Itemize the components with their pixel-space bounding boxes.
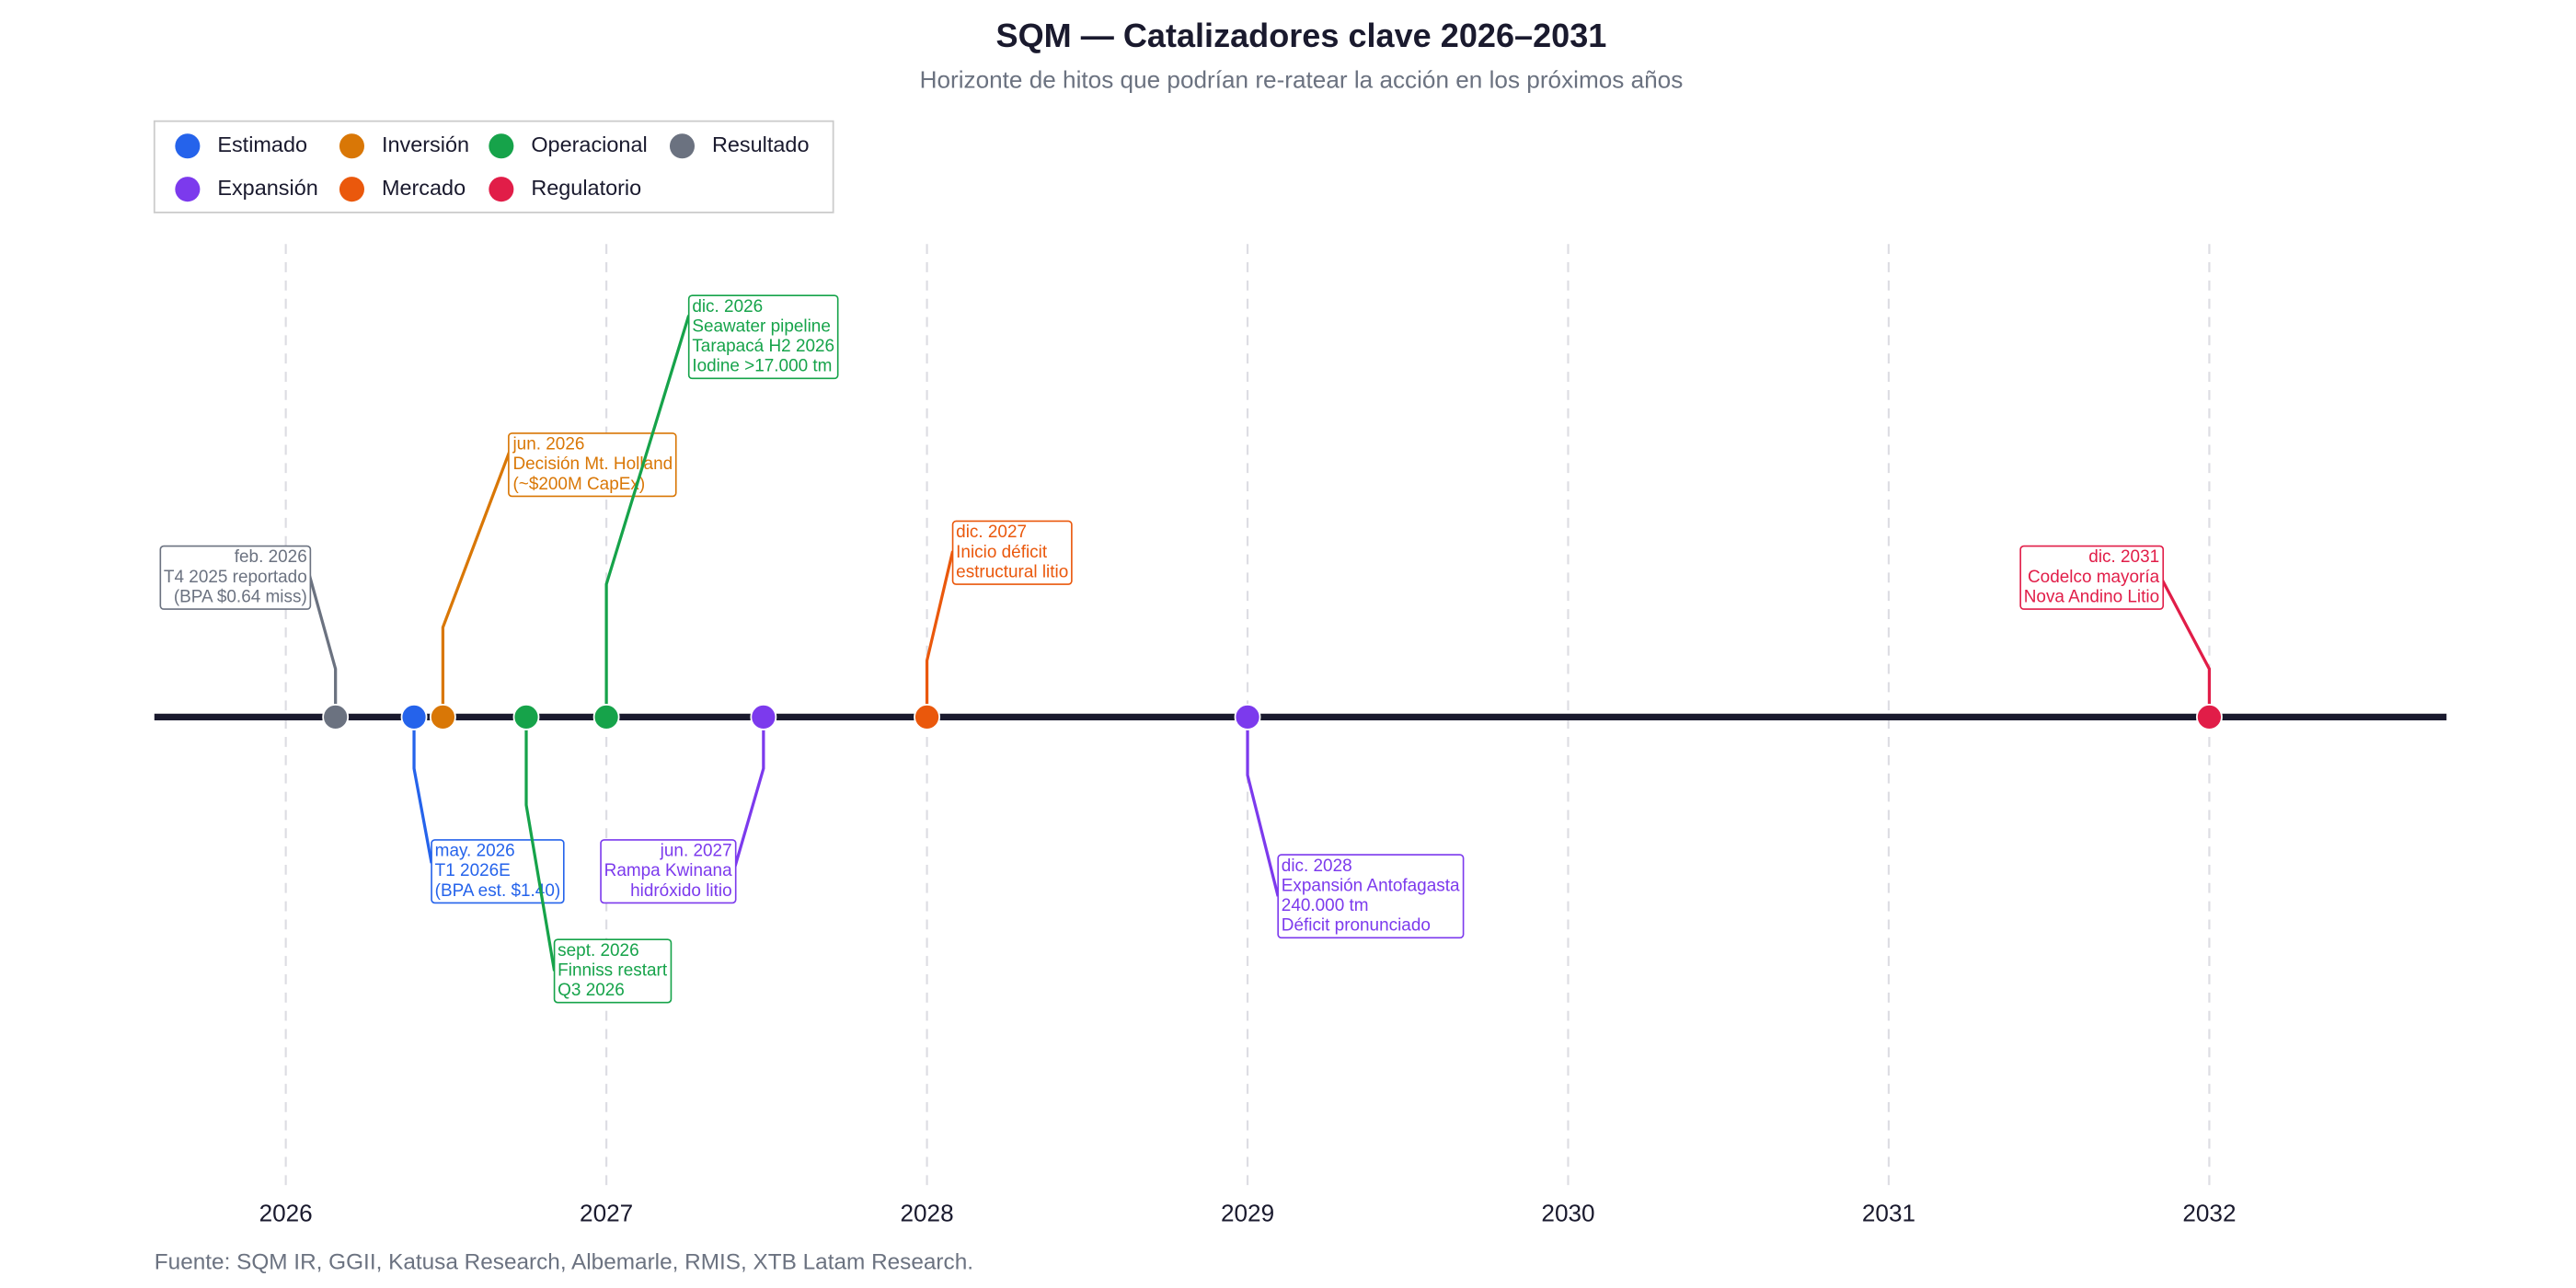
event-text: Inicio déficit (956, 543, 1048, 562)
legend-label: Regulatorio (531, 176, 641, 200)
x-tick-label: 2026 (259, 1200, 313, 1227)
legend: Estimado Inversión Operacional Resultado Exp… (153, 120, 834, 213)
event-text: Expansión Antofagasta (1282, 876, 1460, 895)
chart-subtitle: Horizonte de hitos que podrían re-ratear… (920, 65, 1684, 93)
event-stem (925, 550, 955, 718)
event-marker (1234, 703, 1261, 730)
event-date: dic. 2028 (1282, 857, 1352, 876)
legend-label: Expansión (217, 176, 317, 200)
legend-marker (489, 177, 514, 202)
legend-label: Operacional (531, 132, 647, 156)
event-date: dic. 2031 (2088, 547, 2159, 567)
event-marker (400, 703, 428, 730)
source-note: Fuente: SQM IR, GGII, Katusa Research, A… (155, 1249, 973, 1274)
event-marker (750, 703, 777, 730)
x-tick-label: 2032 (2182, 1200, 2236, 1227)
event-date: jun. 2027 (660, 842, 732, 861)
event-text: Iodine >17.000 tm (692, 357, 832, 376)
legend-label: Resultado (712, 132, 810, 156)
legend-marker (175, 133, 201, 159)
event-text: T1 2026E (435, 861, 511, 880)
event-text: estructural litio (956, 562, 1068, 581)
event-stem (524, 717, 557, 972)
event-text: Nova Andino Litio (2024, 587, 2159, 606)
event-label-box (553, 938, 673, 1004)
event-date: jun. 2026 (512, 435, 584, 454)
event-text: Rampa Kwinana (604, 861, 732, 880)
x-tick-label: 2030 (1541, 1200, 1594, 1227)
legend-label: Estimado (217, 132, 307, 156)
x-tick-label: 2028 (900, 1200, 953, 1227)
event-date: sept. 2026 (558, 941, 638, 960)
legend-label: Mercado (382, 176, 466, 200)
event-text: Tarapacá H2 2026 (692, 337, 834, 356)
event-text: hidróxido litio (630, 881, 732, 901)
legend-label: Inversión (382, 132, 469, 156)
event-stem (412, 717, 433, 864)
event-stem (1246, 717, 1280, 897)
event-text: Déficit pronunciado (1282, 916, 1431, 936)
x-tick-label: 2027 (580, 1200, 633, 1227)
legend-marker (669, 133, 696, 159)
event-text: Q3 2026 (558, 981, 625, 1000)
event-text: Seawater pipeline (692, 316, 831, 336)
event-stem (731, 717, 765, 872)
event-marker (429, 703, 456, 730)
event-date: feb. 2026 (235, 547, 307, 567)
event-date: may. 2026 (435, 842, 515, 861)
event-text: Finniss restart (558, 960, 668, 980)
event-stem (307, 571, 338, 718)
event-marker (512, 703, 540, 730)
event-date: dic. 2027 (956, 523, 1027, 542)
event-text: 240.000 tm (1282, 896, 1369, 915)
event-text: T4 2025 reportado (164, 568, 307, 587)
event-marker (2195, 703, 2223, 730)
chart-title: SQM — Catalizadores clave 2026–2031 (996, 17, 1607, 54)
legend-marker (489, 133, 514, 159)
event-label-box (508, 432, 677, 498)
legend-marker (339, 177, 365, 202)
event-label-box (1277, 854, 1465, 939)
event-marker (322, 703, 350, 730)
legend-marker (339, 133, 365, 159)
event-text: (~$200M CapEx) (512, 475, 645, 494)
event-text: (BPA $0.64 miss) (174, 587, 307, 606)
event-label-box (159, 545, 312, 610)
event-text: Decisión Mt. Holland (512, 454, 673, 474)
event-stem (604, 315, 691, 718)
event-label-box (431, 839, 565, 904)
event-label-box (2019, 545, 2165, 610)
event-text: Codelco mayoría (2028, 568, 2160, 587)
grid: 2026 2027 2028 2029 2030 2031 2032 (259, 244, 2236, 1227)
event-marker (592, 703, 620, 730)
x-tick-label: 2031 (1862, 1200, 1915, 1227)
legend-marker (175, 177, 201, 202)
event-stem (2159, 577, 2212, 718)
event-stem (441, 451, 512, 718)
x-tick-label: 2029 (1221, 1200, 1274, 1227)
event-label-box (687, 294, 839, 380)
event-date: dic. 2026 (692, 297, 763, 316)
event-text: (BPA est. $1.40) (435, 881, 561, 901)
event-label-box (600, 839, 737, 904)
event-marker (914, 703, 941, 730)
event-label-box (951, 520, 1073, 585)
